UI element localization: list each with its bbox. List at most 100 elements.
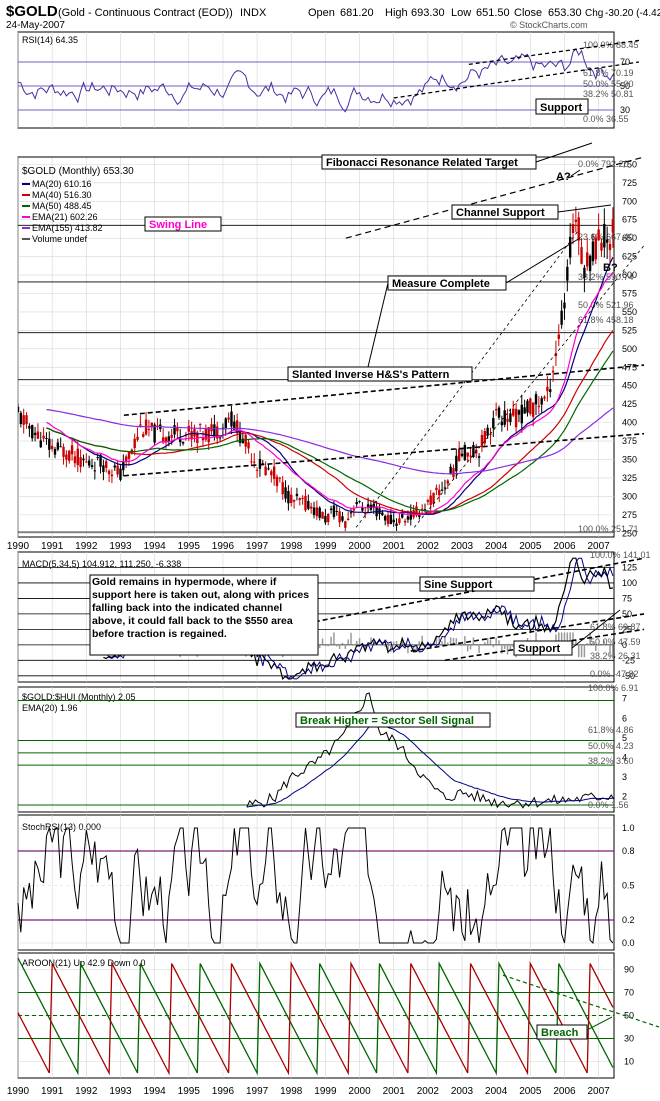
price-candle <box>201 437 205 441</box>
breach-label-box <box>536 1024 588 1040</box>
price-candle <box>216 426 219 439</box>
symbol-title: $GOLD <box>6 3 58 20</box>
year-label: 1994 <box>143 541 166 552</box>
breach-label: Breach <box>541 1027 579 1039</box>
price-candle <box>190 431 193 440</box>
year-label: 2007 <box>588 1086 611 1097</box>
price-candle <box>480 434 484 448</box>
price-candle <box>563 302 566 309</box>
price-candle <box>235 420 239 434</box>
price-candle <box>551 370 555 373</box>
swing-line-label-box <box>144 216 222 232</box>
price-candle <box>341 516 344 521</box>
price-candle <box>250 461 253 463</box>
price-candle <box>147 428 151 430</box>
price-candle <box>500 421 504 426</box>
price-tick-label: 500 <box>622 344 637 354</box>
macd-comment-wrap: Gold remains in hypermode, where if supp… <box>92 576 309 640</box>
price-candle <box>244 434 247 447</box>
chg-value: -30.20 (-4.42%) <box>605 8 660 19</box>
price-candle <box>264 466 267 476</box>
price-candle <box>517 410 521 415</box>
price-candle <box>87 460 91 466</box>
price-candle <box>603 223 606 248</box>
aroon-title: AROON(21) Up 42.9 Down 0.0 <box>22 958 146 968</box>
price-candle <box>455 455 458 472</box>
price-candle <box>90 465 94 468</box>
high-value: 693.30 <box>411 7 445 19</box>
price-candle <box>594 237 597 260</box>
price-candle <box>127 452 131 459</box>
price-tick-label: 400 <box>622 418 637 428</box>
year-label: 1993 <box>109 1086 132 1097</box>
ratio-fib-label: 61.8% 4.86 <box>588 725 634 735</box>
price-candle <box>526 400 529 413</box>
ratio-tick-label: 5 <box>622 733 627 743</box>
price-candle <box>580 247 583 264</box>
price-candle <box>381 512 384 516</box>
channel-upper <box>413 245 645 528</box>
price-candle <box>549 389 552 392</box>
price-candle <box>543 396 546 399</box>
rsi-fib-label: 0.0% 36.55 <box>583 114 629 124</box>
price-candle <box>383 515 387 521</box>
macd-tick-label: 75 <box>622 593 632 603</box>
price-candle <box>48 438 51 450</box>
hs-pattern-label-box <box>287 366 473 382</box>
macd-tick-label: 25 <box>622 624 632 634</box>
sector-sell-label: Break Higher = Sector Sell Signal <box>300 715 474 727</box>
price-tick-label: 350 <box>622 455 637 465</box>
price-fib-label: 38.2% 590.74 <box>578 272 634 282</box>
year-label: 2000 <box>348 1086 371 1097</box>
price-candle <box>409 511 412 520</box>
legend-entry: EMA(155) 413.82 <box>32 223 103 233</box>
ema21-line <box>46 271 614 516</box>
price-candle <box>176 427 179 432</box>
price-tick-label: 450 <box>622 381 637 391</box>
aroon-down-line <box>17 961 614 1076</box>
price-candle <box>304 495 307 511</box>
year-label: 1998 <box>280 541 303 552</box>
price-candle <box>255 469 259 471</box>
year-label: 1995 <box>178 1086 201 1097</box>
macd-support-pointer <box>571 609 621 649</box>
price-candle <box>321 511 324 519</box>
rsi-tick-label: 50 <box>620 81 630 91</box>
macd-support-label: Support <box>518 643 560 655</box>
price-candle <box>440 489 444 491</box>
price-candle <box>449 466 452 474</box>
price-candle <box>577 217 580 241</box>
price-candle <box>181 441 185 444</box>
price-candle <box>346 518 350 520</box>
year-label: 1996 <box>212 541 235 552</box>
price-candle <box>361 507 364 511</box>
rsi-title: RSI(14) 64.35 <box>22 35 78 45</box>
price-tick-label: 600 <box>622 270 637 280</box>
price-candle <box>39 440 42 448</box>
measure-pointer-2 <box>367 282 389 368</box>
year-label: 1998 <box>280 1086 303 1097</box>
price-candle <box>133 438 136 449</box>
price-candle <box>230 411 233 427</box>
price-candle <box>435 487 438 490</box>
year-label: 2002 <box>417 541 440 552</box>
quote-stats: Open 681.20 High 693.30 Low 651.50 Close… <box>308 7 660 19</box>
year-label: 2004 <box>485 1086 508 1097</box>
price-candle <box>56 442 60 450</box>
price-candle <box>529 398 532 414</box>
year-label: 1990 <box>7 541 30 552</box>
price-candle <box>258 458 262 469</box>
ma20-line <box>46 256 614 516</box>
price-candle <box>429 495 432 505</box>
price-candle <box>571 223 575 233</box>
price-candle <box>19 412 23 425</box>
price-candle <box>600 242 603 251</box>
price-candle <box>560 310 563 325</box>
price-candle <box>119 468 122 480</box>
price-candle <box>113 465 116 468</box>
price-candle <box>611 219 614 233</box>
price-candle <box>335 511 338 513</box>
fib-target-pointer <box>535 142 593 163</box>
year-label: 1994 <box>143 1086 166 1097</box>
year-label: 1993 <box>109 541 132 552</box>
